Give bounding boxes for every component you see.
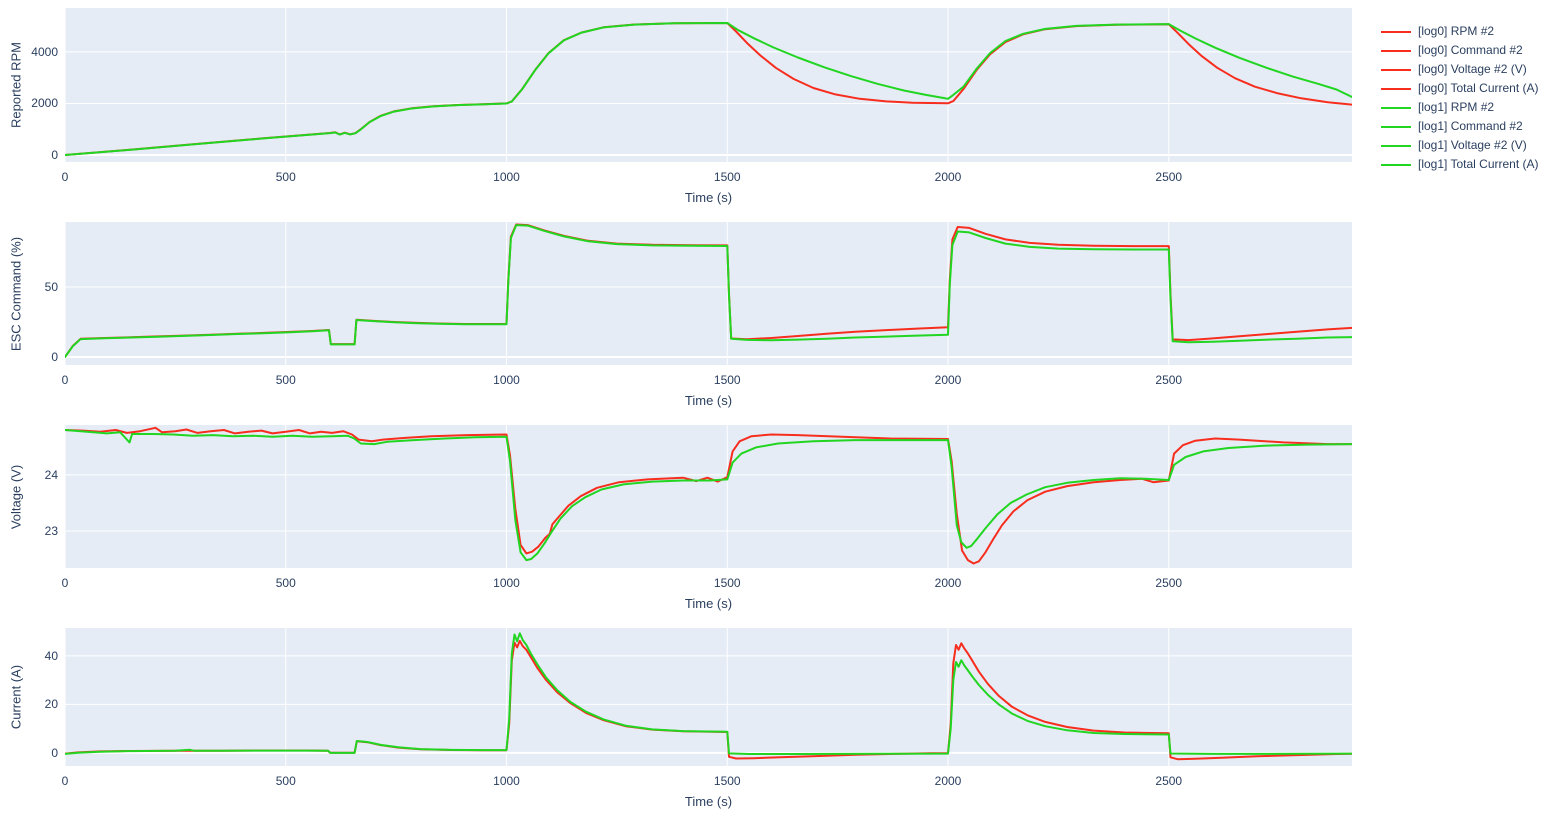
plot-area-voltage[interactable]: [65, 425, 1352, 568]
y-tick-label-reported-rpm: 4000: [31, 44, 58, 59]
y-tick-label-reported-rpm: 0: [51, 148, 58, 163]
x-tick-label-esc-command: 2500: [1155, 373, 1183, 387]
legend-item-7[interactable]: [log1] Total Current (A): [1381, 155, 1539, 174]
y-tick-label-voltage: 23: [44, 523, 58, 538]
y-tick-label-current: 40: [44, 648, 58, 663]
legend-label: [log0] RPM #2: [1418, 24, 1495, 38]
x-tick-label-voltage: 2000: [934, 576, 962, 590]
legend-line-sample: [1381, 30, 1411, 33]
legend-label: [log1] RPM #2: [1418, 100, 1495, 114]
x-tick-label-reported-rpm: 2500: [1155, 170, 1183, 184]
x-tick-label-reported-rpm: 1000: [493, 170, 520, 184]
legend-label: [log1] Command #2: [1418, 119, 1523, 133]
legend-item-3[interactable]: [log0] Total Current (A): [1381, 79, 1539, 98]
trace-reported-rpm-log1: [65, 22, 1352, 156]
x-tick-label-current: 2500: [1155, 774, 1183, 788]
y-tick-label-reported-rpm: 2000: [31, 96, 58, 111]
y-tick-label-current: 20: [44, 697, 58, 712]
legend-line-sample: [1381, 49, 1411, 52]
trace-voltage-log1: [65, 429, 1352, 562]
x-tick-label-current: 500: [275, 774, 296, 788]
legend-line-sample: [1381, 163, 1411, 166]
legend-line-sample: [1381, 125, 1411, 128]
legend-item-6[interactable]: [log1] Voltage #2 (V): [1381, 136, 1539, 155]
plot-background: [65, 222, 1352, 365]
legend: [log0] RPM #2 [log0] Command #2 [log0] Vol…: [1381, 22, 1539, 174]
legend-item-2[interactable]: [log0] Voltage #2 (V): [1381, 60, 1539, 79]
x-tick-label-reported-rpm: 1500: [713, 170, 741, 184]
x-tick-label-esc-command: 1500: [713, 373, 741, 387]
y-axis-title-reported-rpm: Reported RPM: [8, 42, 24, 128]
x-axis-title-current: Time (s): [684, 794, 733, 809]
plot-area-esc-command[interactable]: [65, 222, 1352, 365]
x-tick-label-reported-rpm: 0: [61, 170, 69, 184]
x-tick-label-esc-command: 2000: [934, 373, 962, 387]
legend-label: [log0] Voltage #2 (V): [1418, 62, 1527, 76]
legend-item-1[interactable]: [log0] Command #2: [1381, 41, 1539, 60]
legend-label: [log0] Total Current (A): [1418, 81, 1539, 95]
legend-label: [log1] Total Current (A): [1418, 157, 1539, 171]
legend-item-4[interactable]: [log1] RPM #2: [1381, 98, 1539, 117]
y-axis-title-voltage: Voltage (V): [8, 464, 24, 529]
plot-area-reported-rpm[interactable]: [65, 8, 1352, 162]
y-axis-title-current: Current (A): [8, 664, 24, 730]
legend-label: [log0] Command #2: [1418, 43, 1523, 57]
plot-background: [65, 628, 1352, 766]
legend-item-5[interactable]: [log1] Command #2: [1381, 117, 1539, 136]
x-tick-label-esc-command: 1000: [493, 373, 520, 387]
legend-line-sample: [1381, 144, 1411, 147]
x-tick-label-current: 2000: [934, 774, 962, 788]
x-tick-label-current: 1000: [493, 774, 520, 788]
x-tick-label-voltage: 1500: [713, 576, 741, 590]
x-tick-label-reported-rpm: 2000: [934, 170, 962, 184]
legend-line-sample: [1381, 68, 1411, 71]
y-tick-label-esc-command: 0: [51, 350, 58, 365]
y-tick-label-esc-command: 50: [44, 279, 58, 294]
plot-area-current[interactable]: [65, 628, 1352, 766]
legend-label: [log1] Voltage #2 (V): [1418, 138, 1527, 152]
legend-item-0[interactable]: [log0] RPM #2: [1381, 22, 1539, 41]
trace-esc-command-log1: [65, 224, 1352, 358]
y-tick-label-current: 0: [51, 745, 58, 760]
plot-background: [65, 425, 1352, 568]
legend-line-sample: [1381, 106, 1411, 109]
x-tick-label-voltage: 2500: [1155, 576, 1183, 590]
y-tick-label-voltage: 24: [44, 467, 58, 482]
x-axis-title-reported-rpm: Time (s): [684, 190, 733, 205]
x-tick-label-voltage: 500: [275, 576, 296, 590]
x-axis-title-voltage: Time (s): [684, 596, 733, 611]
x-tick-label-reported-rpm: 500: [275, 170, 296, 184]
x-tick-label-esc-command: 0: [61, 373, 69, 387]
legend-line-sample: [1381, 87, 1411, 90]
x-tick-label-voltage: 0: [61, 576, 69, 590]
trace-voltage-log0: [65, 426, 1352, 565]
y-axis-title-esc-command: ESC Command (%): [8, 236, 24, 351]
trace-current-log1: [65, 632, 1352, 755]
x-tick-label-current: 1500: [713, 774, 741, 788]
x-axis-title-esc-command: Time (s): [684, 393, 733, 408]
x-tick-label-voltage: 1000: [493, 576, 520, 590]
x-tick-label-current: 0: [61, 774, 69, 788]
x-tick-label-esc-command: 500: [275, 373, 296, 387]
